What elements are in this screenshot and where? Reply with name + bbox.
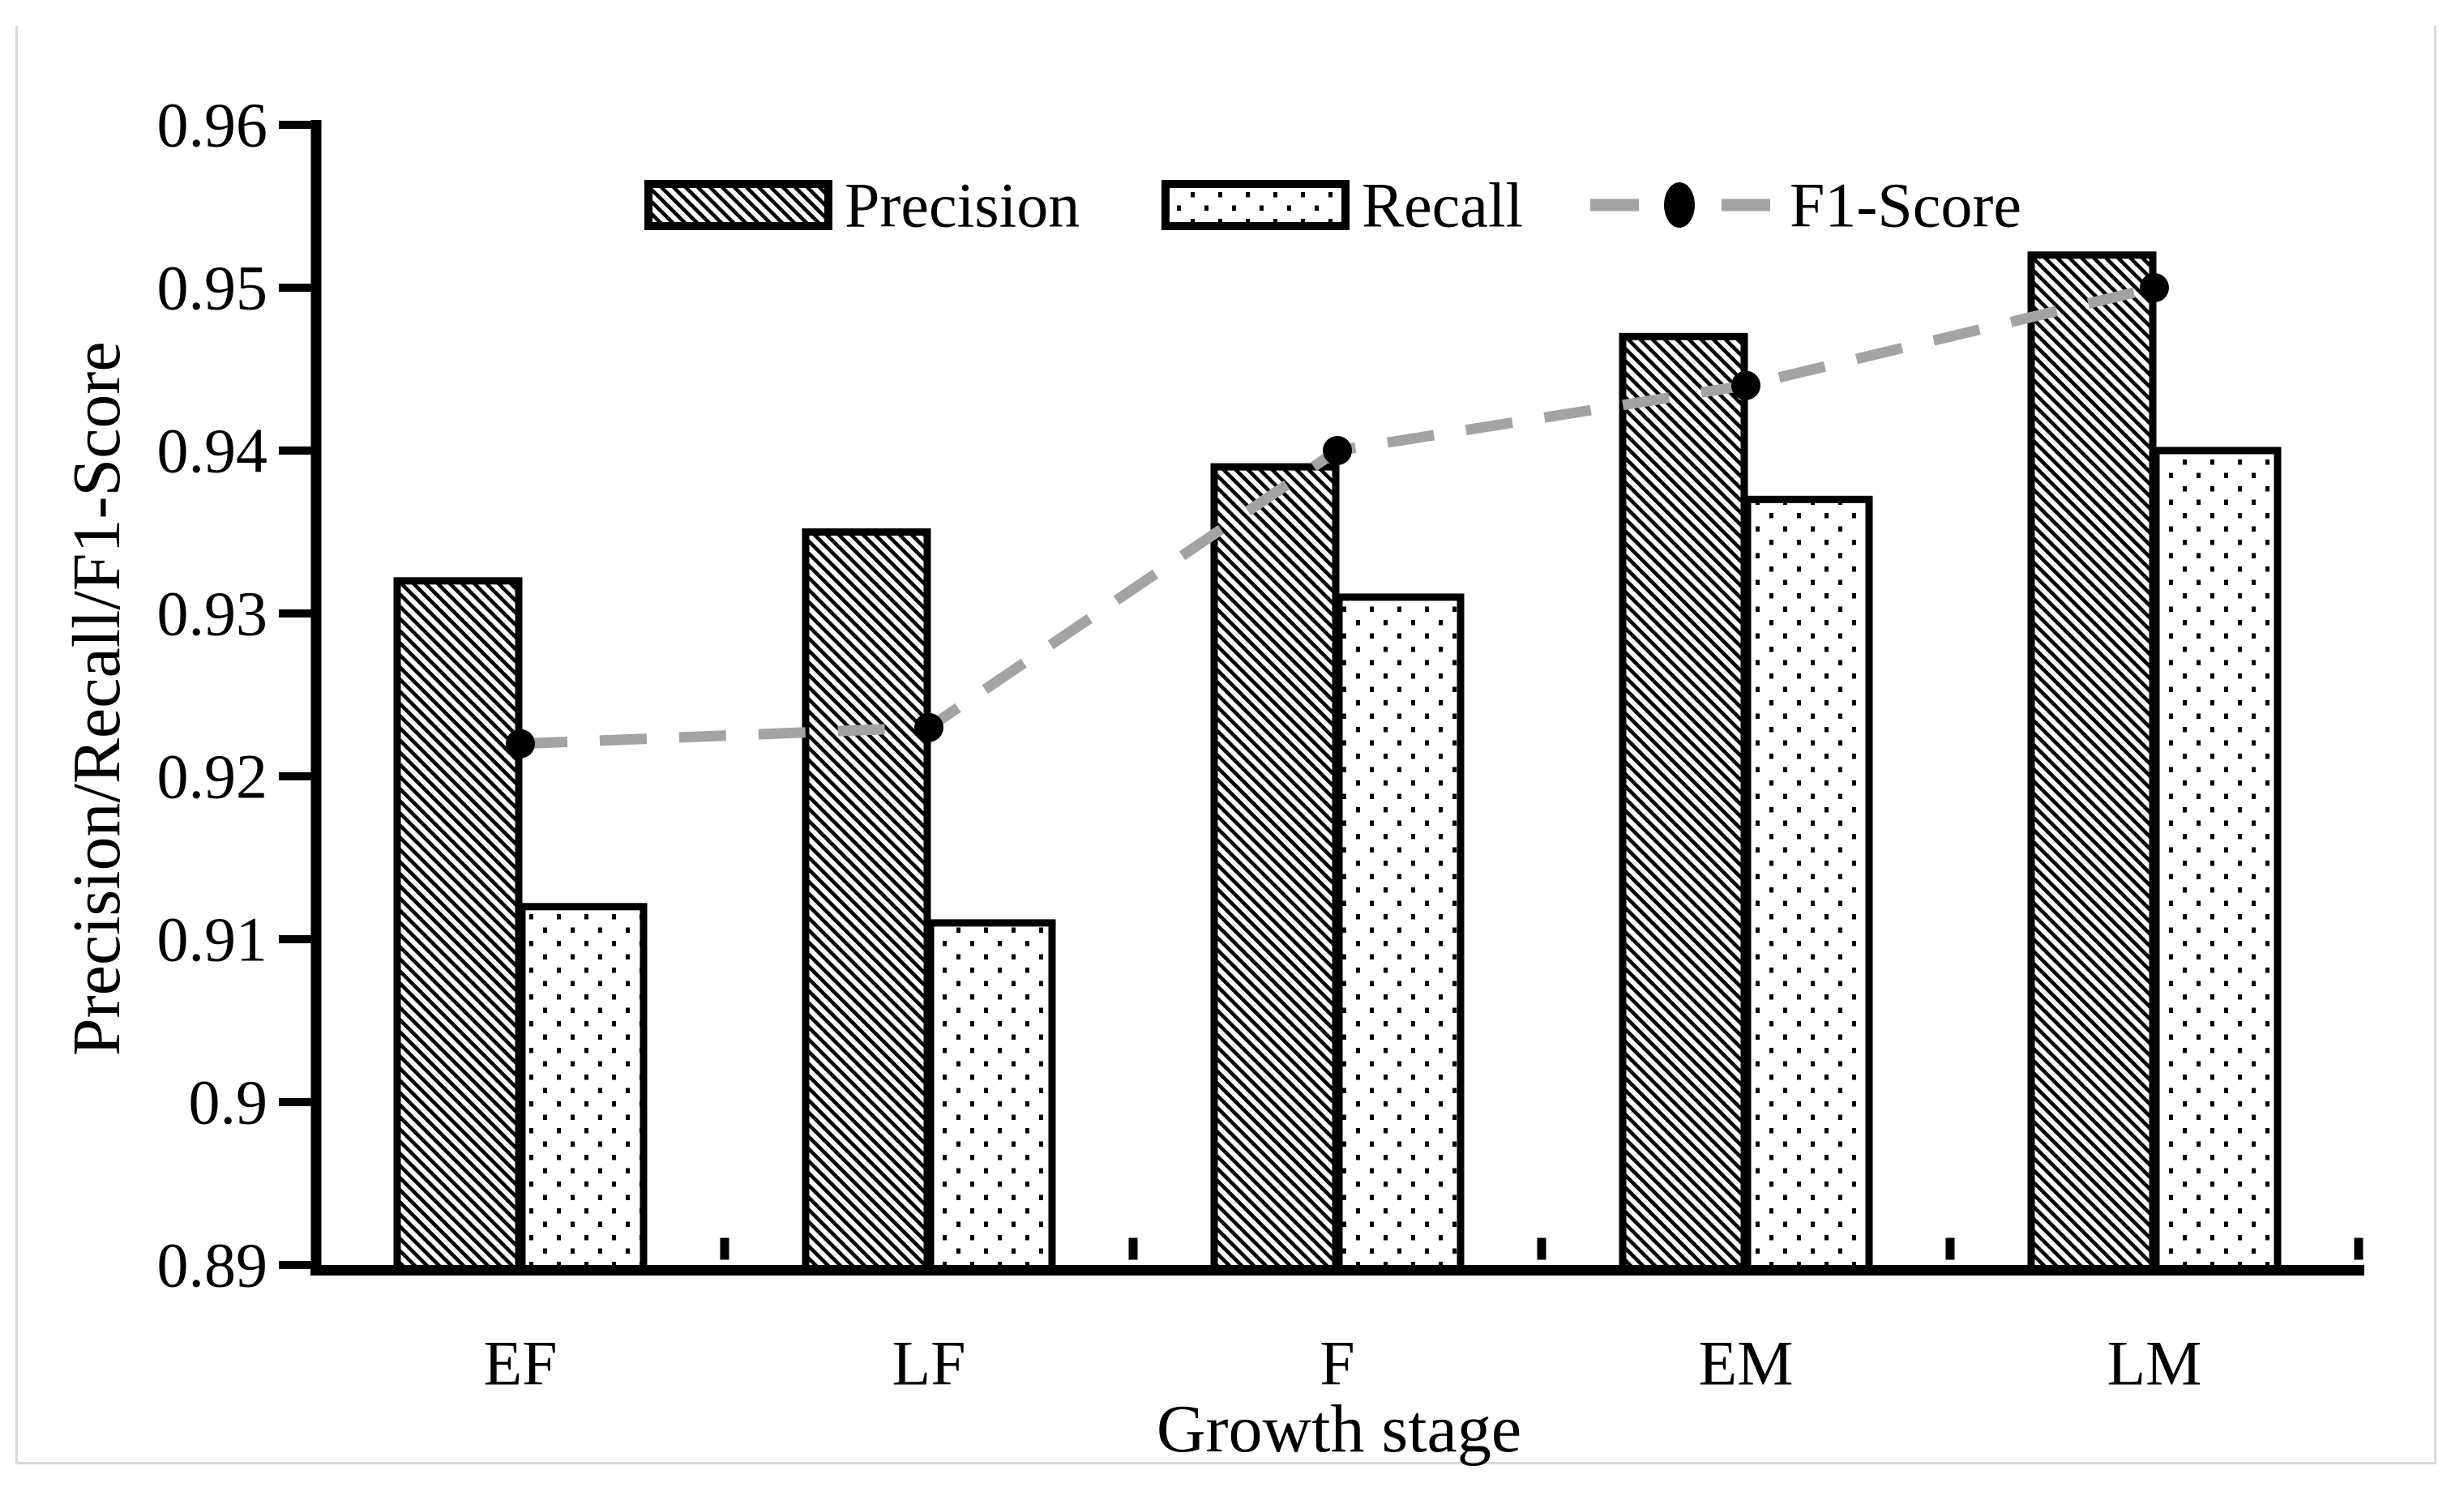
- x-axis-title: Growth stage: [1156, 1391, 1522, 1467]
- x-axis-category-label: EM: [1699, 1328, 1794, 1399]
- legend-precision-label: Precision: [845, 170, 1080, 241]
- x-axis-category-label: LF: [892, 1328, 965, 1399]
- y-axis-title: Precision/Recall/F1-Score: [58, 341, 135, 1057]
- bar-precision-LM: [2027, 251, 2157, 1274]
- f1-score-marker-EF: [506, 729, 535, 759]
- x-axis-category-label: EF: [483, 1328, 557, 1399]
- legend-f1-label: F1-Score: [1790, 170, 2021, 241]
- f1-score-marker-EM: [1731, 370, 1760, 400]
- y-axis-tick-label: 0.93: [157, 579, 268, 649]
- x-axis-category-label: F: [1320, 1328, 1354, 1399]
- bar-recall-EF: [518, 903, 648, 1275]
- bar-precision-EM: [1619, 332, 1748, 1274]
- legend-f1-marker: [1664, 182, 1695, 228]
- y-axis-tick-label: 0.95: [157, 253, 268, 323]
- f1-score-marker-LF: [914, 712, 943, 742]
- bar-precision-EF: [393, 577, 523, 1274]
- y-axis-tick-label: 0.92: [157, 741, 268, 812]
- bar-recall-LF: [926, 919, 1056, 1275]
- y-axis-tick-label: 0.91: [157, 904, 268, 975]
- y-axis-tick-label: 0.96: [157, 90, 268, 160]
- x-axis-category-label: LM: [2107, 1328, 2202, 1399]
- bar-precision-F: [1210, 463, 1340, 1274]
- bar-recall-F: [1335, 593, 1465, 1274]
- f1-score-marker-LM: [2140, 273, 2169, 302]
- y-axis-tick-label: 0.89: [157, 1230, 268, 1301]
- y-axis-tick-label: 0.9: [189, 1067, 268, 1138]
- bar-recall-LM: [2152, 447, 2282, 1274]
- y-axis-tick-label: 0.94: [157, 416, 268, 486]
- legend-recall-label: Recall: [1362, 170, 1523, 241]
- bar-recall-EM: [1743, 495, 1873, 1274]
- legend-precision-swatch: [644, 180, 832, 230]
- f1-score-marker-F: [1323, 436, 1352, 465]
- bar-precision-LF: [802, 528, 931, 1274]
- legend-recall-swatch: [1161, 180, 1350, 230]
